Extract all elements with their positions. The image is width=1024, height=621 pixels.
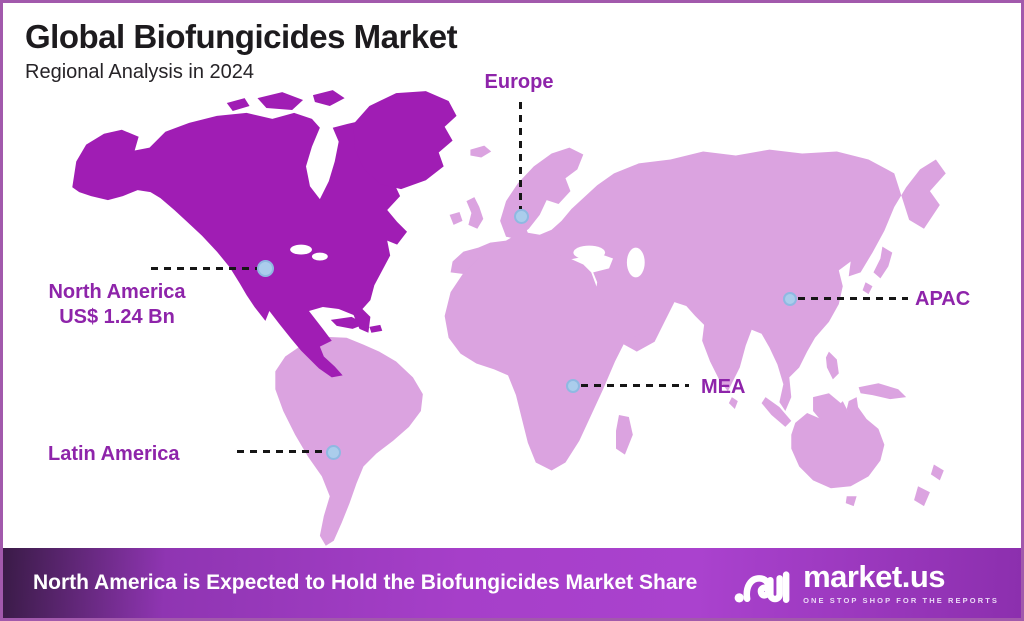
label-north-america-text: North America xyxy=(48,281,186,303)
leader-line-mea xyxy=(581,384,689,387)
map-sri-lanka xyxy=(728,397,738,410)
leader-line-europe xyxy=(519,102,522,209)
label-europe: Europe xyxy=(463,70,575,95)
marker-mea xyxy=(566,379,580,393)
map-ireland xyxy=(449,211,463,225)
map-base-regions xyxy=(275,145,946,546)
map-iceland xyxy=(470,145,492,158)
label-latin-america-text: Latin America xyxy=(48,443,180,465)
label-latin-america: Latin America xyxy=(48,442,180,467)
map-lakes xyxy=(290,244,645,278)
map-arctic-island-3 xyxy=(226,98,250,111)
marker-latin-america xyxy=(326,445,341,460)
map-highlight-regions xyxy=(72,90,457,378)
map-south-america xyxy=(275,336,423,546)
map-new-zealand-north xyxy=(930,464,944,481)
logo-name: market.us xyxy=(803,559,946,594)
marker-europe xyxy=(514,209,529,224)
bottom-banner: North America is Expected to Hold the Bi… xyxy=(3,548,1021,618)
map-tasmania xyxy=(845,496,857,507)
great-lakes-east xyxy=(311,252,328,261)
map-australia xyxy=(791,401,885,489)
map-hispaniola xyxy=(369,324,383,333)
leader-line-apac xyxy=(798,297,908,300)
marketus-logo-icon xyxy=(734,571,790,603)
banner-caption: North America is Expected to Hold the Bi… xyxy=(33,571,698,595)
map-arctic-island-1 xyxy=(257,92,304,110)
label-north-america: North America US$ 1.24 Bn xyxy=(29,280,205,330)
label-apac-text: APAC xyxy=(915,288,971,310)
header: Global Biofungicides Market Regional Ana… xyxy=(25,18,458,84)
map-cuba xyxy=(330,316,366,329)
map-great-britain xyxy=(466,197,484,229)
label-mea-text: MEA xyxy=(701,376,746,398)
marker-north-america xyxy=(257,260,274,277)
map-madagascar xyxy=(615,414,633,455)
marketus-logo: market.us ONE STOP SHOP FOR THE REPORTS xyxy=(733,557,999,609)
caspian-sea xyxy=(626,247,645,278)
map-africa xyxy=(444,248,653,471)
map-new-zealand-south xyxy=(914,486,930,507)
map-eurasia xyxy=(450,149,946,412)
leader-line-latin-america xyxy=(237,450,327,453)
label-north-america-value: US$ 1.24 Bn xyxy=(59,306,175,328)
logo-tagline: ONE STOP SHOP FOR THE REPORTS xyxy=(803,596,999,605)
page-subtitle: Regional Analysis in 2024 xyxy=(25,61,255,84)
black-sea xyxy=(573,245,606,260)
map-sumatra xyxy=(761,397,792,427)
label-apac: APAC xyxy=(915,287,970,312)
leader-line-north-america xyxy=(151,267,257,270)
marker-apac xyxy=(783,292,797,306)
page-title: Global Biofungicides Market xyxy=(25,18,458,55)
map-new-guinea xyxy=(858,383,907,400)
map-japan xyxy=(873,246,893,279)
world-map xyxy=(72,90,946,546)
map-japan-south xyxy=(862,282,873,295)
map-north-america xyxy=(72,112,408,378)
map-philippines xyxy=(825,351,839,380)
map-arctic-island-2 xyxy=(312,90,345,106)
map-greenland xyxy=(353,91,457,190)
label-europe-text: Europe xyxy=(484,71,554,93)
great-lakes xyxy=(290,244,312,255)
logo-text-block: market.us ONE STOP SHOP FOR THE REPORTS xyxy=(803,561,999,605)
label-mea: MEA xyxy=(701,375,745,400)
